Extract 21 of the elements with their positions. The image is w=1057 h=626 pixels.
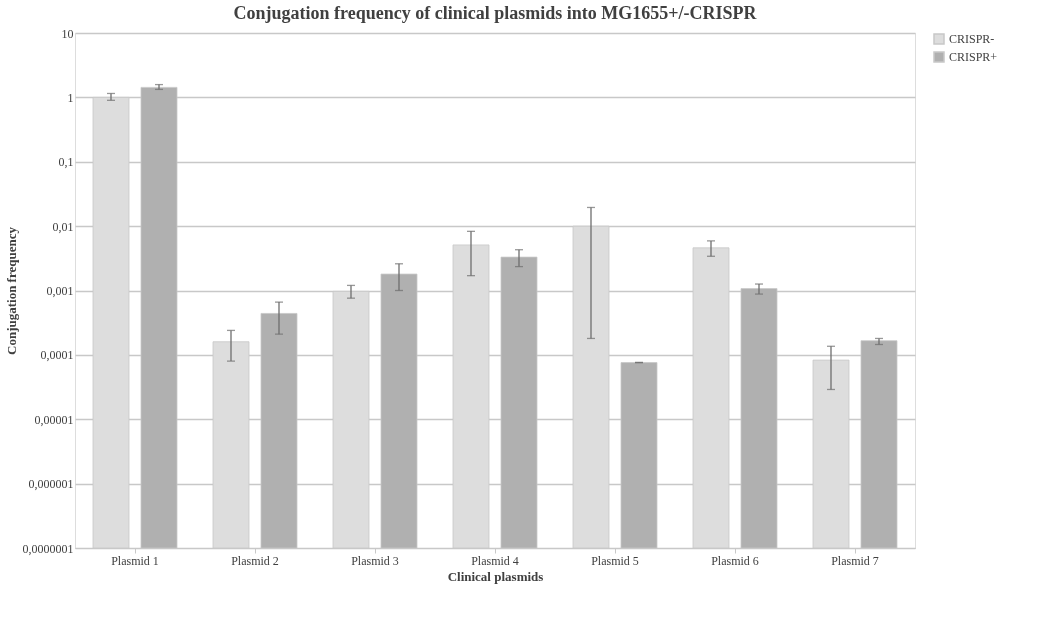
y-tick-label: 0,00001 (34, 412, 74, 427)
y-tick-label: 10 (61, 26, 74, 41)
x-tick-label: Plasmid 4 (471, 553, 519, 568)
y-tick-label: 0,0001 (40, 348, 74, 363)
y-tick-label: 0,0000001 (22, 541, 74, 556)
x-tick-label: Plasmid 3 (351, 553, 399, 568)
y-tick-label: 0,01 (52, 219, 74, 234)
x-tick-label: Plasmid 7 (831, 553, 879, 568)
y-tick-label: 0,1 (58, 155, 74, 170)
chart-title: Conjugation frequency of clinical plasmids into MG1655+/-CRISPR (233, 3, 758, 23)
y-axis-title: Conjugation frequency (3, 226, 19, 355)
x-tick-label: Plasmid 5 (591, 553, 639, 568)
x-tick-label: Plasmid 1 (111, 553, 159, 568)
y-tick-label: 0,001 (46, 284, 74, 298)
legend-label: CRISPR+ (949, 50, 998, 64)
x-tick-label: Plasmid 2 (231, 553, 279, 568)
y-tick-label: 1 (67, 90, 74, 105)
x-tick-label: Plasmid 6 (711, 553, 759, 568)
legend-label: CRISPR- (949, 32, 995, 46)
y-tick-label: 0,000001 (28, 477, 74, 492)
x-axis-title: Clinical plasmids (447, 568, 544, 584)
